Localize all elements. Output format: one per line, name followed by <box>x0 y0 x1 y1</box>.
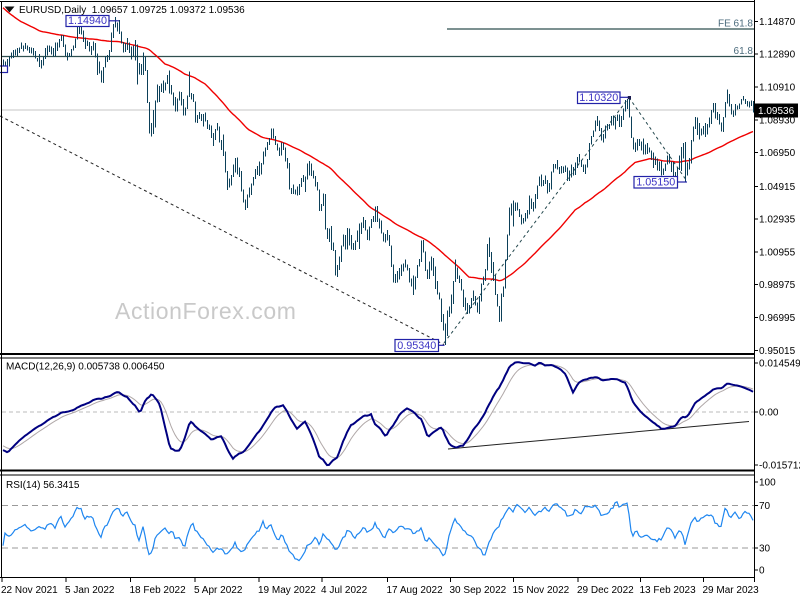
svg-text:1.08930: 1.08930 <box>759 115 796 126</box>
svg-text:0: 0 <box>759 566 765 577</box>
svg-text:1.12890: 1.12890 <box>759 50 796 61</box>
svg-text:0.95015: 0.95015 <box>759 346 796 357</box>
svg-text:0.00: 0.00 <box>759 408 779 419</box>
svg-text:30 Sep 2022: 30 Sep 2022 <box>450 585 507 596</box>
svg-text:22 Nov 2021: 22 Nov 2021 <box>1 585 58 596</box>
svg-text:0.96995: 0.96995 <box>759 313 796 324</box>
svg-text:1.00955: 1.00955 <box>759 247 796 258</box>
svg-text:29 Mar 2023: 29 Mar 2023 <box>703 585 760 596</box>
svg-text:1.04915: 1.04915 <box>759 182 796 193</box>
svg-text:EURUSD,Daily 1.09657 1.09725: EURUSD,Daily 1.09657 1.09725 1.09372 1.0… <box>19 5 245 16</box>
svg-text:4 Jul 2022: 4 Jul 2022 <box>321 585 368 596</box>
svg-text:1.14870: 1.14870 <box>759 17 796 28</box>
svg-text:1.14940: 1.14940 <box>68 15 107 27</box>
svg-text:100: 100 <box>759 478 776 489</box>
svg-text:1.10910: 1.10910 <box>759 83 796 94</box>
svg-text:17 Aug 2022: 17 Aug 2022 <box>387 585 444 596</box>
svg-text:1.09536: 1.09536 <box>758 106 795 117</box>
svg-text:29 Dec 2022: 29 Dec 2022 <box>577 585 634 596</box>
svg-text:15 Nov 2022: 15 Nov 2022 <box>513 585 570 596</box>
svg-text:5 Apr 2022: 5 Apr 2022 <box>194 585 243 596</box>
svg-text:1.10320: 1.10320 <box>579 92 618 104</box>
svg-text:0.014549: 0.014549 <box>759 359 800 370</box>
svg-text:1.05150: 1.05150 <box>636 177 675 189</box>
svg-text:MACD(12,26,9) 0.005738 0.00645: MACD(12,26,9) 0.005738 0.006450 <box>6 362 165 373</box>
svg-text:5 Jan 2022: 5 Jan 2022 <box>65 585 115 596</box>
svg-text:18 Feb 2022: 18 Feb 2022 <box>130 585 187 596</box>
svg-text:0.98975: 0.98975 <box>759 280 796 291</box>
svg-text:1.02935: 1.02935 <box>759 215 796 226</box>
svg-text:RSI(14) 56.3415: RSI(14) 56.3415 <box>6 480 80 491</box>
svg-text:61.8: 61.8 <box>734 46 754 57</box>
svg-text:1.06950: 1.06950 <box>759 148 796 159</box>
svg-text:ActionForex.com: ActionForex.com <box>115 298 297 324</box>
svg-text:30: 30 <box>759 544 771 555</box>
svg-text:19 May 2022: 19 May 2022 <box>258 585 316 596</box>
svg-text:FE 61.8: FE 61.8 <box>718 19 753 30</box>
svg-text:13 Feb 2023: 13 Feb 2023 <box>640 585 697 596</box>
svg-text:0.95340: 0.95340 <box>397 340 436 352</box>
svg-text:-0.015712: -0.015712 <box>759 461 800 472</box>
svg-text:70: 70 <box>759 501 771 512</box>
